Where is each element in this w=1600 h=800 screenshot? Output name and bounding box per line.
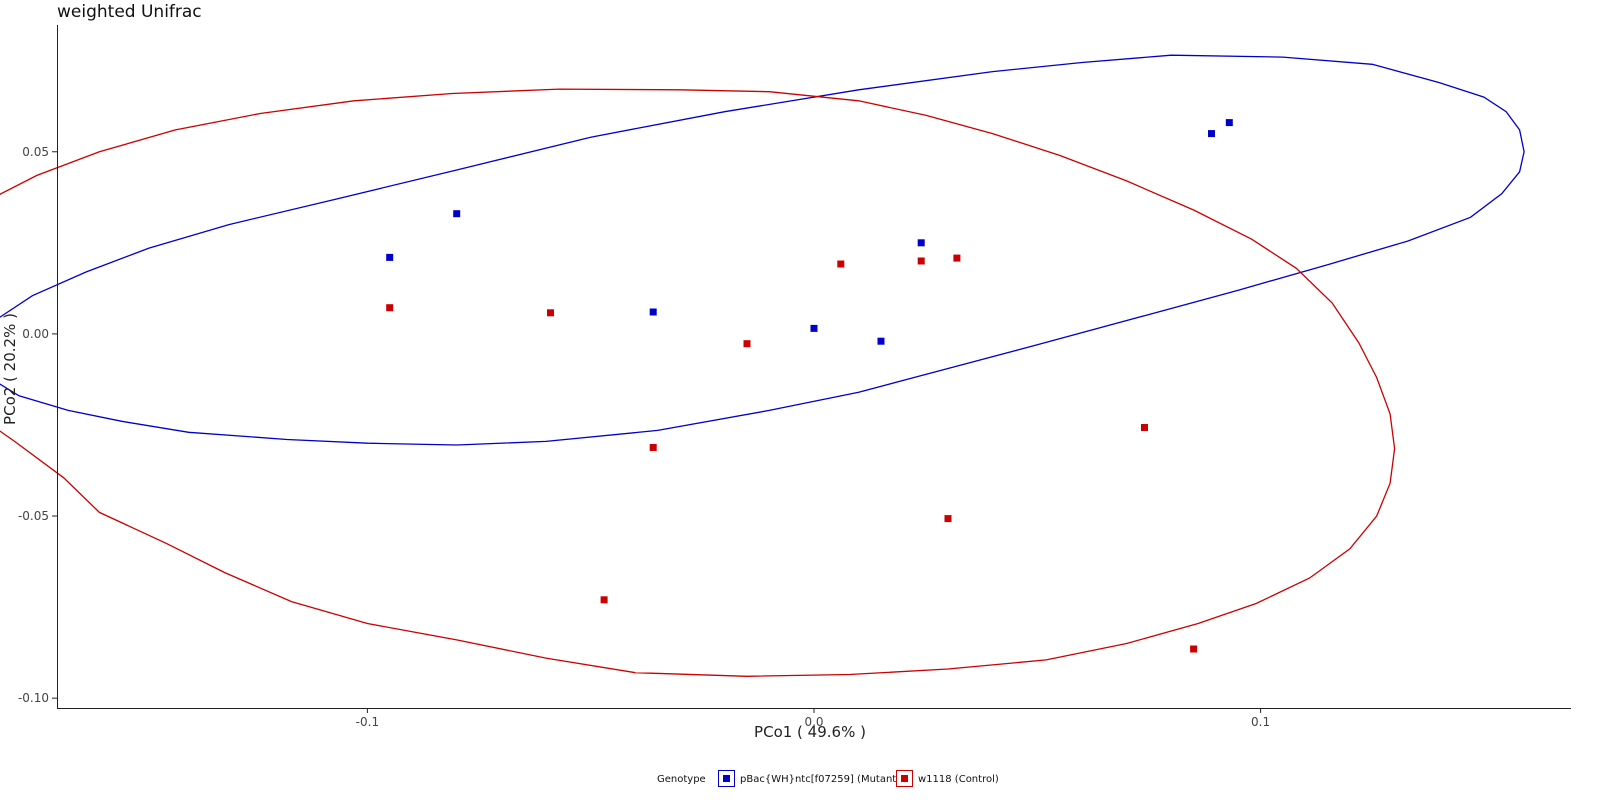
data-point-series-1: [944, 515, 952, 523]
y-tick-label: -0.10: [18, 691, 49, 705]
data-point-series-1: [917, 257, 925, 265]
x-axis-ticks: -0.1 0.0 0.1: [356, 708, 1270, 729]
y-tick-label: 0.00: [22, 327, 49, 341]
data-point-series-0: [1208, 130, 1215, 138]
y-tick-label: 0.05: [22, 145, 49, 159]
data-point-series-0: [649, 308, 657, 316]
y-axis-ticks: -0.10 -0.05 0.00 0.05: [18, 145, 57, 705]
chart-title: weighted Unifrac: [57, 2, 202, 22]
legend: Genotype pBac{WH}ntc[f07259] (Mutant) w1…: [657, 770, 999, 787]
y-tick-label: -0.05: [18, 509, 49, 523]
ellipse-series-1: [0, 88, 1396, 677]
data-point-series-0: [386, 253, 394, 261]
data-point-series-0: [810, 324, 818, 332]
data-point-series-1: [600, 596, 608, 604]
data-point-series-1: [837, 260, 845, 268]
data-point-series-1: [1141, 424, 1148, 431]
ellipse-series-0: [0, 54, 1525, 446]
legend-marker-mutant: [723, 775, 730, 782]
data-point-series-0: [877, 337, 885, 345]
data-point-series-1: [743, 340, 751, 348]
legend-title: Genotype: [657, 774, 706, 785]
data-point-series-1: [649, 444, 657, 451]
x-tick-label: -0.1: [356, 715, 379, 729]
confidence-ellipses: [0, 54, 1525, 677]
data-point-series-1: [1190, 645, 1198, 653]
data-point-series-0: [917, 239, 925, 247]
y-axis-title: PCo2 ( 20.2% ): [1, 313, 19, 425]
data-point-series-0: [453, 210, 461, 218]
legend-marker-control: [901, 775, 908, 782]
data-point-series-1: [547, 309, 554, 317]
legend-label-control: w1118 (Control): [918, 774, 999, 785]
legend-label-mutant: pBac{WH}ntc[f07259] (Mutant): [740, 774, 900, 785]
scatter-points: [386, 119, 1233, 653]
data-point-series-1: [386, 304, 394, 312]
x-axis-title: PCo1 ( 49.6% ): [754, 723, 866, 741]
x-tick-label: 0.0: [804, 715, 823, 729]
x-tick-label: 0.1: [1251, 715, 1270, 729]
data-point-series-1: [953, 254, 961, 262]
data-point-series-0: [1225, 119, 1233, 127]
